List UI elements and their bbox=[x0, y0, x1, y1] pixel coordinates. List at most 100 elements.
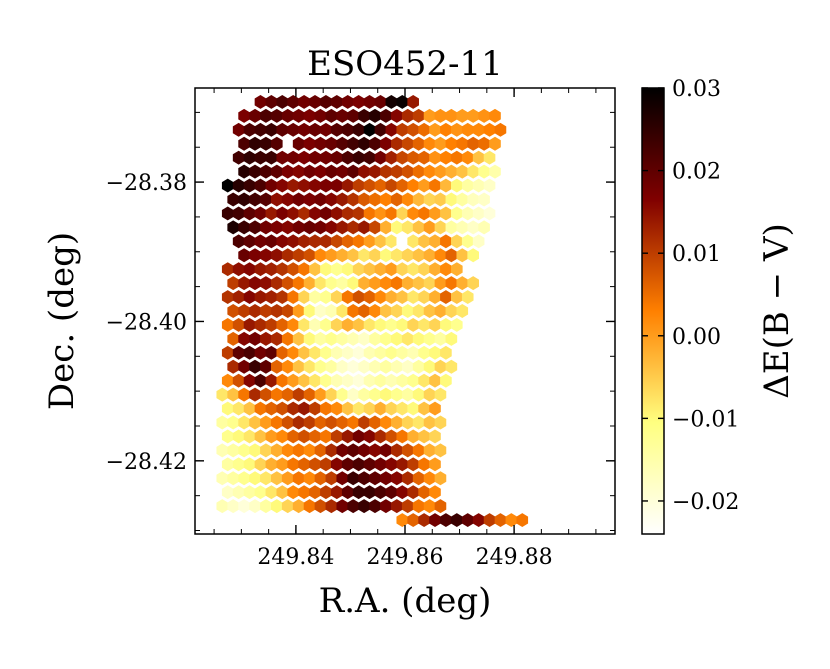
hex-cell bbox=[325, 192, 338, 207]
hex-cell bbox=[396, 290, 409, 305]
hex-cell bbox=[451, 513, 463, 528]
hex-cell bbox=[216, 415, 229, 430]
hex-cell bbox=[440, 317, 452, 332]
hex-cell bbox=[221, 206, 234, 221]
hex-cell bbox=[358, 276, 370, 291]
hex-cell bbox=[320, 429, 332, 444]
hex-cell bbox=[271, 443, 283, 458]
hex-cell bbox=[260, 164, 272, 179]
hex-cell bbox=[478, 164, 490, 179]
colorbar-axis: 0.03 0.02 0.01 0.00 −0.01 −0.02 bbox=[642, 77, 739, 515]
hex-cell bbox=[292, 192, 305, 207]
hex-cell bbox=[358, 499, 370, 514]
hex-cell bbox=[352, 94, 365, 109]
hex-cell bbox=[298, 234, 310, 249]
hex-cell bbox=[341, 122, 354, 137]
hex-cell bbox=[249, 331, 261, 346]
hex-cell bbox=[314, 276, 327, 291]
hex-cell bbox=[429, 290, 441, 305]
hex-cell bbox=[309, 262, 321, 277]
hex-cell bbox=[445, 164, 458, 179]
hex-cell bbox=[478, 108, 490, 123]
hex-cell bbox=[358, 443, 370, 458]
hex-cell bbox=[385, 234, 398, 249]
hex-cell bbox=[320, 234, 332, 249]
hex-cell bbox=[374, 262, 387, 277]
hex-cell bbox=[243, 122, 256, 137]
hex-cell bbox=[385, 457, 398, 472]
hex-cell bbox=[363, 401, 376, 416]
hex-cell bbox=[341, 485, 354, 500]
hex-cell bbox=[287, 457, 299, 472]
hex-cell bbox=[320, 290, 332, 305]
hex-cell bbox=[374, 150, 387, 165]
hex-cell bbox=[472, 206, 485, 221]
hex-cell bbox=[298, 485, 310, 500]
hex-cell bbox=[374, 290, 387, 305]
hex-cell bbox=[369, 499, 381, 514]
hex-cell bbox=[341, 373, 354, 388]
hex-cell bbox=[445, 276, 458, 291]
hex-cell bbox=[309, 94, 321, 109]
hex-cell bbox=[331, 290, 343, 305]
hex-cell bbox=[265, 178, 278, 193]
hex-cell bbox=[232, 485, 245, 500]
hex-cell bbox=[358, 248, 370, 263]
hex-cell bbox=[249, 499, 261, 514]
hex-cell bbox=[380, 192, 392, 207]
hex-cell bbox=[434, 443, 447, 458]
chart-title: ESO452-11 bbox=[307, 44, 503, 84]
hex-cell bbox=[221, 485, 234, 500]
hex-cell bbox=[445, 331, 458, 346]
y-tick-label: −28.40 bbox=[106, 310, 187, 335]
hex-cell bbox=[260, 443, 272, 458]
hex-cell bbox=[243, 290, 256, 305]
hex-cell bbox=[407, 401, 419, 416]
x-tick-label: 249.84 bbox=[257, 545, 334, 570]
hex-cell bbox=[254, 373, 267, 388]
hex-cell bbox=[418, 513, 430, 528]
hex-cell bbox=[472, 178, 485, 193]
hex-cell bbox=[276, 345, 289, 360]
hex-cell bbox=[391, 499, 403, 514]
hex-cell bbox=[363, 345, 376, 360]
hex-cell bbox=[265, 262, 278, 277]
hex-cell bbox=[440, 513, 452, 528]
hex-cell bbox=[380, 136, 392, 151]
hex-cell bbox=[434, 499, 447, 514]
hex-cell bbox=[303, 499, 316, 514]
hex-cell bbox=[358, 387, 370, 402]
hex-cell bbox=[347, 443, 359, 458]
hex-cell bbox=[271, 387, 283, 402]
colorbar-tick-label: 0.00 bbox=[672, 325, 721, 350]
hex-cell bbox=[434, 304, 447, 318]
hex-cell bbox=[238, 387, 250, 402]
hex-cell bbox=[325, 415, 338, 430]
hex-cell bbox=[418, 262, 430, 277]
hex-cell bbox=[352, 373, 365, 388]
hex-cell bbox=[347, 471, 359, 486]
hex-cell bbox=[347, 136, 359, 151]
hex-cell bbox=[341, 94, 354, 109]
hex-cell bbox=[309, 485, 321, 500]
hex-cell bbox=[423, 136, 436, 151]
hex-cell bbox=[298, 401, 310, 416]
hex-cell bbox=[494, 122, 507, 137]
hex-cell bbox=[303, 471, 316, 486]
hex-cell bbox=[352, 317, 365, 332]
hex-cell bbox=[271, 415, 283, 430]
hex-cell bbox=[401, 331, 414, 346]
hex-cell bbox=[232, 122, 245, 137]
hex-cell bbox=[418, 373, 430, 388]
hex-cell bbox=[314, 415, 327, 430]
hex-cell bbox=[440, 373, 452, 388]
hex-cell bbox=[380, 248, 392, 263]
hex-cell bbox=[314, 331, 327, 346]
hex-cell bbox=[352, 122, 365, 137]
hex-cell bbox=[265, 345, 278, 360]
hex-cell bbox=[423, 220, 436, 235]
hex-cell bbox=[336, 248, 349, 263]
hex-cell bbox=[380, 304, 392, 318]
hex-cell bbox=[396, 234, 409, 249]
hex-cell bbox=[385, 206, 398, 221]
